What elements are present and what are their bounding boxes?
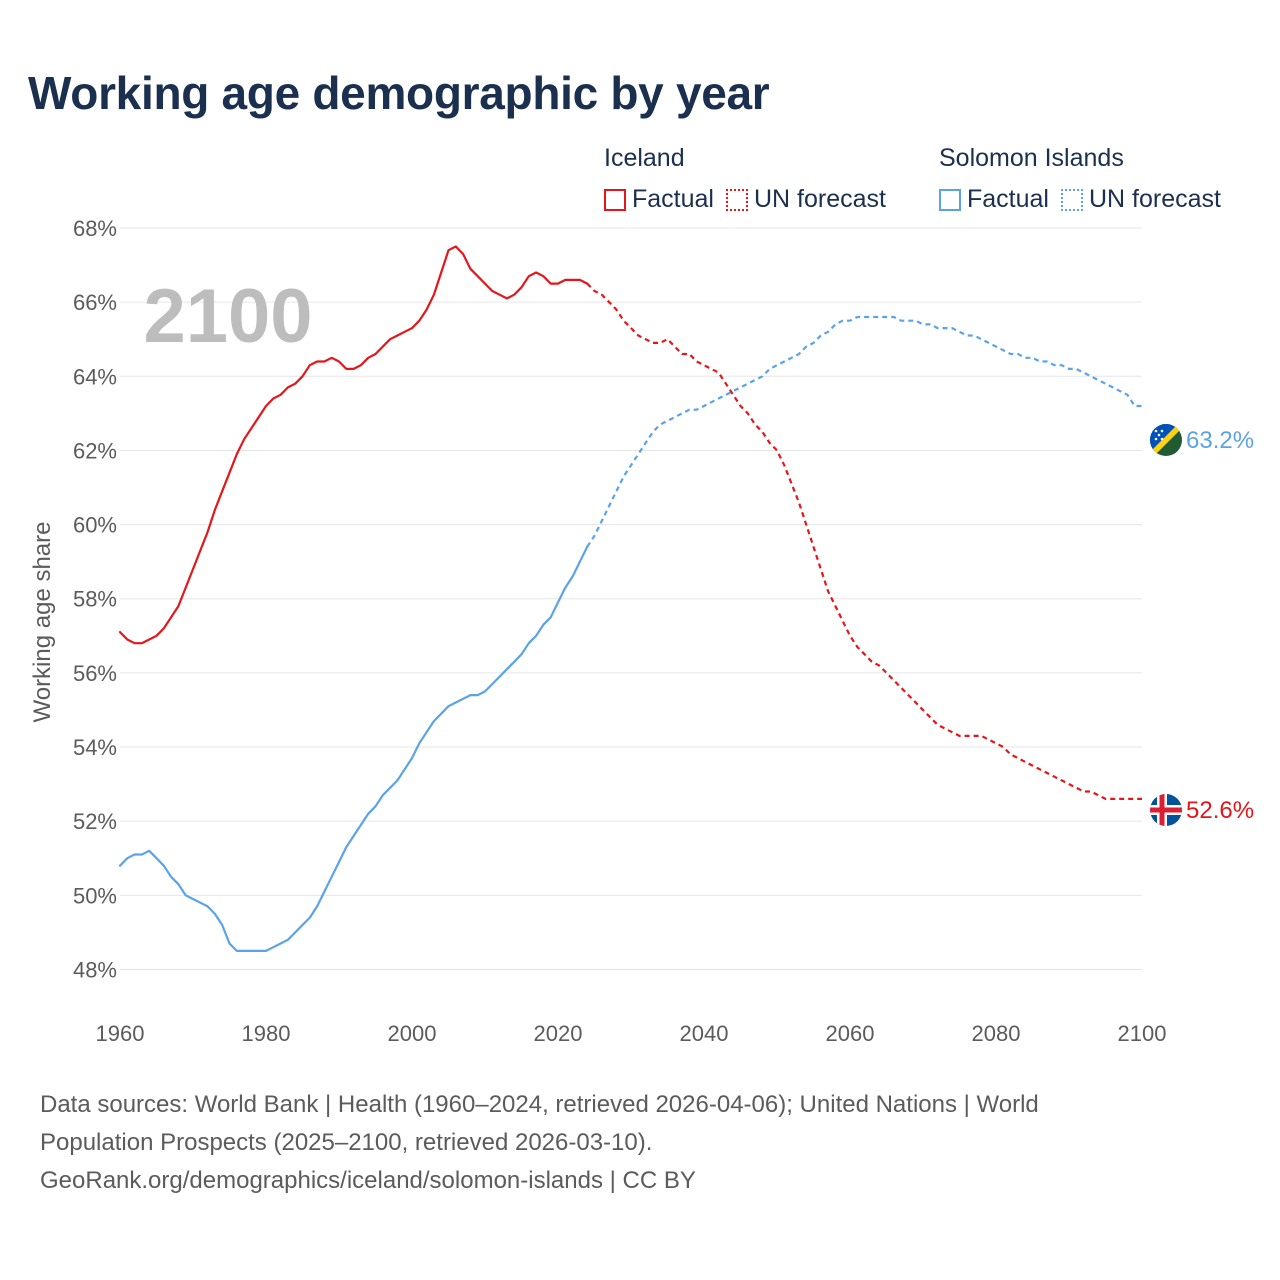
end-value-label-solomon-islands: 63.2% <box>1186 427 1254 454</box>
data-sources-footer: Data sources: World Bank | Health (1960–… <box>40 1086 1240 1200</box>
legend-label: UN forecast <box>1088 185 1221 213</box>
y-axis-ticks: 48% 50% 52% 54% 56% 58% 60% 62% 64% 66% 68% <box>73 216 117 982</box>
x-tick-label: 2040 <box>680 1021 729 1046</box>
legend-label: UN forecast <box>753 185 886 213</box>
solomon-islands-flag-icon <box>1150 424 1182 456</box>
x-tick-label: 2000 <box>388 1021 437 1046</box>
y-tick-label: 48% <box>73 957 117 982</box>
y-tick-label: 60% <box>73 513 117 538</box>
y-tick-label: 54% <box>73 735 117 760</box>
x-tick-label: 2060 <box>826 1021 875 1046</box>
legend-item-solomon-factual[interactable]: Factual <box>939 185 1049 214</box>
x-axis-ticks: 1960 1980 2000 2020 2040 2060 2080 2100 <box>96 1021 1167 1046</box>
x-tick-label: 1960 <box>96 1021 145 1046</box>
legend-country-label: Solomon Islands <box>939 144 1124 172</box>
legend-swatch-dotted <box>725 188 748 211</box>
series-line-iceland-factual <box>118 245 589 645</box>
y-axis-label: Working age share <box>29 522 56 723</box>
sources-line[interactable]: GeoRank.org/demographics/iceland/solomon… <box>40 1167 696 1194</box>
legend-swatch-dotted <box>1060 188 1083 211</box>
legend-item-iceland-factual[interactable]: Factual <box>604 185 714 214</box>
y-tick-label: 58% <box>73 587 117 612</box>
y-tick-label: 52% <box>73 809 117 834</box>
legend-group-iceland: Iceland Factual UN forecast <box>604 144 886 214</box>
x-tick-label: 2080 <box>972 1021 1021 1046</box>
series-line-solomon-islands-factual <box>118 545 589 952</box>
year-watermark: 2100 <box>143 274 312 359</box>
y-tick-label: 64% <box>73 364 117 389</box>
y-tick-label: 62% <box>73 438 117 463</box>
legend-swatch-solid <box>939 188 961 211</box>
line-chart: 48%50%52%54%56%58%60%62%64%66%68% 1960 19… <box>29 216 1254 1046</box>
sources-line: Population Prospects (2025–2100, retriev… <box>40 1129 653 1156</box>
x-tick-label: 2020 <box>534 1021 583 1046</box>
x-tick-label: 2100 <box>1118 1021 1167 1046</box>
legend-group-solomon-islands: Solomon Islands Factual UN forecast <box>939 144 1221 214</box>
legend-item-solomon-forecast[interactable]: UN forecast <box>1060 185 1221 214</box>
legend-label: Factual <box>967 185 1049 213</box>
legend-country-label: Iceland <box>604 144 685 172</box>
y-tick-label: 56% <box>73 661 117 686</box>
y-tick-label: 68% <box>73 216 117 241</box>
y-tick-label: 66% <box>73 290 117 315</box>
sources-line: Data sources: World Bank | Health (1960–… <box>40 1091 1039 1118</box>
legend-item-iceland-forecast[interactable]: UN forecast <box>725 185 886 214</box>
series-lines <box>118 245 1142 952</box>
y-tick-label: 50% <box>73 883 117 908</box>
x-tick-label: 1980 <box>242 1021 291 1046</box>
gridlines <box>120 227 1142 970</box>
series-line-solomon-islands-forecast <box>586 315 1142 548</box>
chart-title: Working age demographic by year <box>28 67 770 119</box>
iceland-flag-icon <box>1150 794 1182 826</box>
legend-swatch-solid <box>604 188 626 211</box>
series-line-iceland-forecast <box>586 282 1142 800</box>
legend-label: Factual <box>632 185 714 213</box>
end-value-label-iceland: 52.6% <box>1186 797 1254 824</box>
